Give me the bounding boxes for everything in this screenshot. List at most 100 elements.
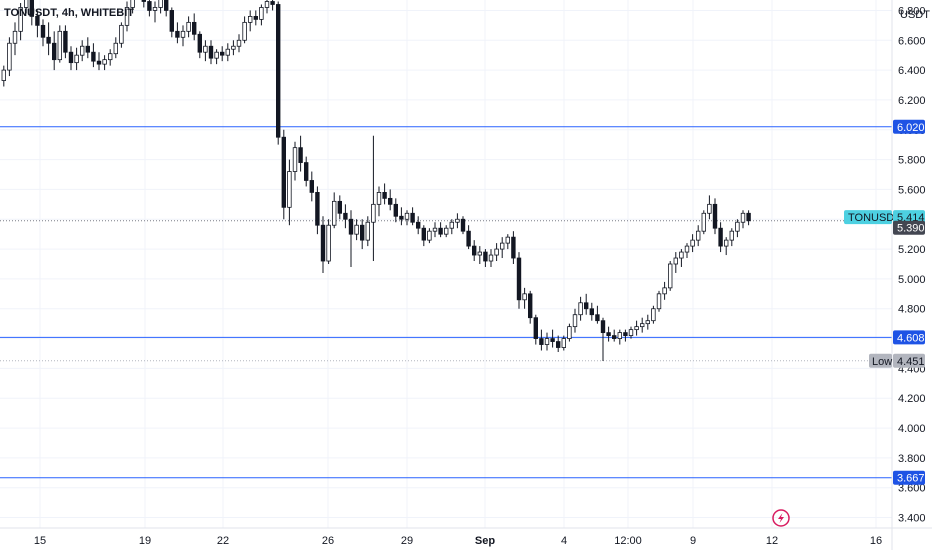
candle (628, 326, 634, 339)
candle (634, 320, 639, 336)
candle (651, 305, 656, 324)
candle (309, 171, 314, 202)
candle (158, 0, 163, 14)
candle (303, 156, 309, 187)
candle (505, 234, 510, 250)
candle (147, 0, 152, 17)
candle (561, 335, 566, 351)
candle (208, 40, 214, 65)
candle (247, 10, 253, 32)
candle (483, 249, 488, 267)
candle (393, 198, 398, 223)
candle (449, 219, 454, 235)
candle (191, 13, 197, 41)
candle (29, 0, 34, 26)
candle (163, 0, 169, 17)
y-tick-label: 3.800 (898, 453, 926, 465)
candle (606, 326, 611, 342)
x-tick-label: 4 (561, 535, 567, 547)
y-tick-label: 5.800 (898, 155, 926, 167)
price-axis[interactable]: 3.4003.6003.8004.0004.2004.4004.6004.800… (891, 0, 926, 550)
candle (281, 129, 286, 220)
candle (80, 40, 85, 62)
candle (253, 10, 258, 26)
candle (488, 249, 494, 267)
candle (1, 65, 6, 87)
candle (432, 222, 438, 238)
candle (471, 240, 477, 262)
candle (7, 37, 12, 77)
lightning-icon[interactable] (772, 509, 790, 527)
candle (175, 22, 180, 44)
currency-label[interactable]: USDT (900, 9, 930, 21)
candle (387, 189, 393, 211)
candle (707, 195, 712, 220)
candle (376, 186, 382, 217)
symbol-tag-label: TONUSDT (848, 212, 901, 224)
candle (466, 225, 471, 250)
candle (415, 216, 421, 235)
candle (589, 302, 594, 321)
candle (460, 216, 466, 235)
candle (477, 246, 482, 264)
y-tick-label: 5.000 (898, 274, 926, 286)
last-price-tag (893, 220, 925, 235)
x-tick-label: 12:00 (614, 535, 642, 547)
candle (236, 34, 242, 53)
candle (438, 222, 443, 238)
candle (40, 19, 46, 47)
candle (197, 31, 202, 59)
candle (516, 252, 522, 309)
x-tick-label: 26 (322, 535, 334, 547)
candle (343, 204, 348, 229)
candle (180, 25, 186, 47)
y-tick-label: 6.400 (898, 65, 926, 77)
candle (231, 40, 236, 56)
time-axis[interactable]: 15 19 22 26 29 Sep 4 12:00 9 12 16 (0, 527, 932, 547)
x-tick-label: 15 (34, 535, 46, 547)
candle (292, 141, 298, 181)
y-tick-label: 5.200 (898, 244, 926, 256)
candle (359, 219, 365, 250)
candle (443, 225, 449, 238)
candle (225, 43, 230, 62)
x-tick-label: 22 (217, 535, 229, 547)
candle (275, 1, 281, 145)
level-tag-label: 6.020 (897, 122, 925, 134)
candle (701, 210, 706, 235)
candle (298, 135, 303, 172)
candle (203, 40, 208, 62)
x-tick-label: Sep (475, 535, 495, 547)
level-tag (893, 330, 925, 345)
candle (494, 243, 499, 262)
candle (623, 329, 628, 342)
candle (567, 323, 572, 342)
candle (108, 49, 113, 66)
last-price-label: 5.390 (897, 223, 925, 235)
x-tick-label: 16 (870, 535, 882, 547)
candle (259, 4, 264, 26)
candle (640, 317, 645, 333)
y-tick-label: 6.600 (898, 35, 926, 47)
candle (113, 37, 118, 59)
candle (169, 7, 174, 38)
candle (124, 1, 130, 32)
candle (696, 225, 701, 247)
candle (729, 228, 734, 247)
candle (371, 135, 376, 262)
candle (23, 0, 29, 14)
candle (612, 329, 617, 342)
candle (735, 219, 740, 238)
candle (746, 210, 751, 226)
candle (617, 329, 622, 345)
candle (68, 46, 74, 71)
candle (539, 329, 544, 351)
candle (102, 55, 107, 71)
candle (511, 231, 516, 264)
candle (130, 0, 135, 14)
candle (399, 207, 404, 226)
candle (91, 43, 96, 68)
candle (578, 296, 583, 321)
